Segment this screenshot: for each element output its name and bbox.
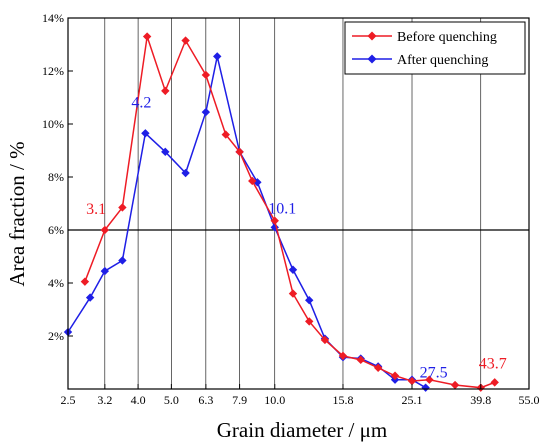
data-point-before (142, 32, 152, 41)
legend-marker-after (367, 54, 377, 64)
data-point-before (425, 375, 434, 384)
data-point-after (305, 296, 314, 305)
data-point-before (288, 289, 298, 298)
series-line-after (67, 56, 427, 389)
x-tick-label: 15.8 (332, 393, 353, 407)
data-point-before (221, 130, 230, 139)
y-tick-label: 6% (48, 223, 64, 237)
annotation-label: 10.1 (268, 200, 296, 217)
data-point-before (305, 317, 314, 326)
data-point-before (100, 225, 110, 235)
data-point-before (161, 86, 170, 96)
data-point-before (80, 277, 90, 286)
data-point-before (373, 363, 383, 372)
legend: Before quenching After quenching (344, 21, 526, 75)
vertical-grid (104, 18, 482, 389)
x-tick-label: 5.0 (164, 393, 179, 407)
x-tick-label: 10.0 (264, 393, 285, 407)
x-tick-label: 25.1 (402, 393, 423, 407)
y-tick-label: 8% (48, 170, 64, 184)
y-tick-label: 12% (42, 64, 64, 78)
plot-frame (67, 17, 530, 390)
x-tick-label: 39.8 (470, 393, 491, 407)
annotation-label: 43.7 (479, 355, 507, 372)
data-point-before (181, 36, 190, 45)
x-axis-title: Grain diameter / μm (217, 418, 387, 442)
data-point-after (85, 293, 95, 302)
y-tick-label: 4% (48, 276, 64, 290)
data-point-before (338, 351, 348, 361)
data-point-after (100, 266, 110, 276)
tick-layer: 2.5 3.2 4.0 5.0 6.3 7.9 10.0 15.8 25.1 39.8 55.0 2%… (42, 11, 540, 407)
annotation-layer: 3.1 4.2 10.1 27.5 43.7 (86, 94, 507, 381)
x-tick-label: 6.3 (198, 393, 213, 407)
x-tick-label: 4.0 (131, 393, 146, 407)
x-tick-label: 55.0 (519, 393, 540, 407)
data-point-after (181, 168, 190, 178)
data-point-before (450, 380, 460, 390)
data-point-after (118, 256, 127, 265)
data-point-after (421, 383, 430, 392)
data-point-after (161, 147, 170, 157)
data-point-before (118, 203, 127, 212)
x-tick-label: 3.2 (97, 393, 112, 407)
legend-marker-before (367, 31, 377, 41)
annotation-label: 3.1 (86, 201, 106, 218)
data-point-before (270, 216, 279, 225)
data-point-before (235, 147, 244, 157)
legend-label-after: After quenching (397, 53, 488, 68)
data-point-before (407, 376, 417, 386)
data-point-before (320, 335, 330, 345)
data-point-after (141, 129, 150, 138)
y-tick-label: 2% (48, 329, 64, 343)
x-tick-label: 7.9 (232, 393, 247, 407)
data-point-before (390, 371, 400, 380)
legend-label-before: Before quenching (397, 30, 497, 45)
y-tick-label: 14% (42, 11, 64, 25)
annotation-label: 27.5 (420, 365, 448, 382)
data-point-before (490, 378, 499, 387)
legend-box (344, 21, 526, 75)
data-point-after (201, 107, 211, 117)
y-axis-title: Area fraction / % (5, 141, 29, 286)
x-tick-label: 2.5 (61, 393, 76, 407)
data-point-before (356, 355, 365, 365)
annotation-label: 4.2 (131, 94, 151, 111)
data-point-before (248, 176, 257, 186)
data-point-after (288, 265, 298, 274)
y-tick-label: 10% (42, 117, 64, 131)
data-point-after (213, 52, 222, 61)
data-point-before (201, 70, 211, 80)
